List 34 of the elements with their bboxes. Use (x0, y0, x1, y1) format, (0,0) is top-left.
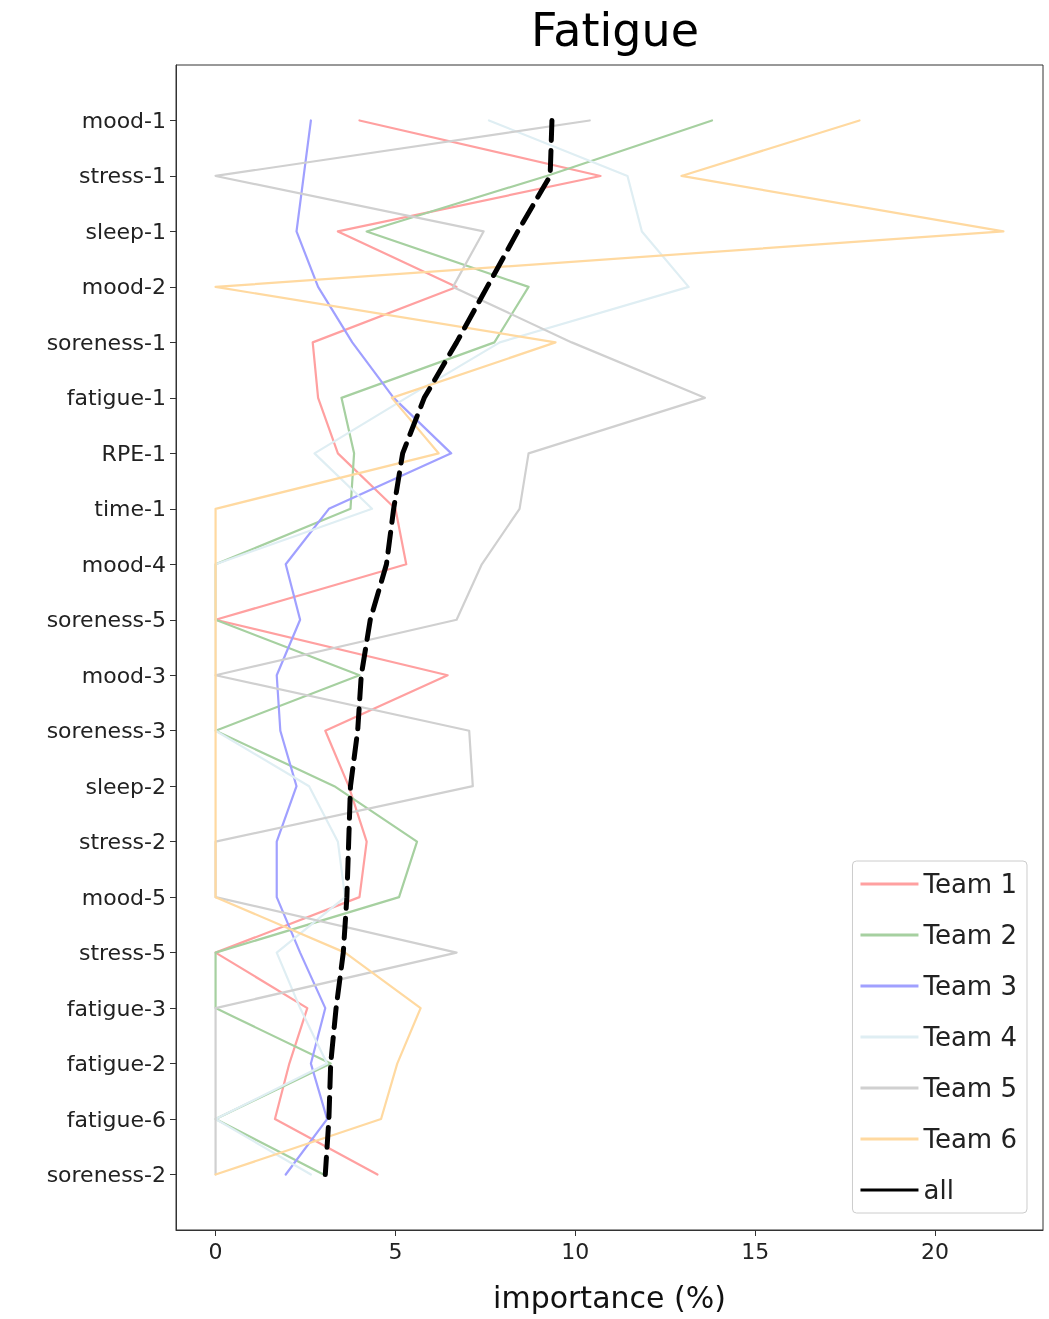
y-tick-label: mood-3 (81, 662, 166, 688)
y-tick-label: sleep-2 (85, 773, 166, 799)
x-axis-title: importance (%) (493, 1279, 726, 1315)
y-tick-label: soreness-1 (46, 329, 166, 355)
legend-label: Team 4 (922, 1022, 1017, 1052)
y-tick-label: stress-2 (78, 829, 166, 855)
x-tick-label: 10 (561, 1238, 590, 1264)
y-tick-label: RPE-1 (101, 440, 166, 466)
y-tick-label: sleep-1 (85, 218, 166, 244)
legend-label: Team 2 (922, 920, 1017, 950)
y-tick-label: soreness-3 (46, 718, 166, 744)
legend-label: Team 6 (922, 1124, 1017, 1154)
y-tick-label: soreness-2 (46, 1162, 166, 1188)
x-tick-label: 15 (741, 1238, 770, 1264)
legend-label: Team 5 (922, 1073, 1017, 1103)
y-tick-label: mood-4 (81, 551, 166, 577)
x-tick-label: 5 (388, 1238, 403, 1264)
y-tick-label: mood-2 (81, 274, 166, 300)
x-tick-label: 0 (208, 1238, 223, 1264)
y-tick-label: stress-5 (78, 940, 166, 966)
y-tick-label: fatigue-1 (66, 385, 166, 411)
y-tick-label: fatigue-3 (66, 995, 166, 1021)
y-tick-label: time-1 (94, 496, 166, 522)
y-tick-label: soreness-5 (46, 607, 166, 633)
y-tick-label: mood-5 (81, 884, 166, 910)
y-tick-label: fatigue-2 (66, 1051, 166, 1077)
y-tick-label: fatigue-6 (66, 1106, 166, 1132)
x-tick-label: 20 (921, 1238, 950, 1264)
legend-label: Team 1 (922, 869, 1017, 899)
y-tick-label: stress-1 (78, 163, 166, 189)
legend-label: all (923, 1175, 954, 1205)
y-tick-label: mood-1 (81, 107, 166, 133)
legend-label: Team 3 (922, 971, 1017, 1001)
chart-title: Fatigue (531, 3, 699, 57)
